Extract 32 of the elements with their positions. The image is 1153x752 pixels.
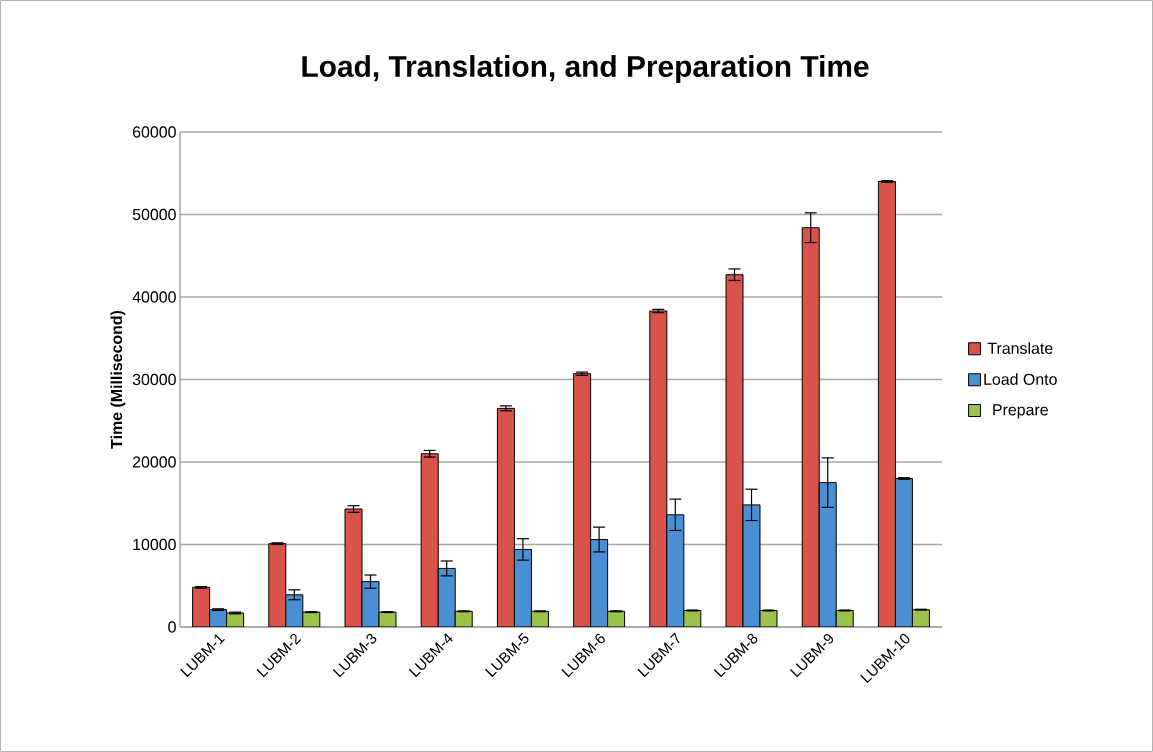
legend-label: Translate bbox=[987, 342, 1053, 354]
bar bbox=[268, 543, 287, 627]
y-tick-label: 0 bbox=[168, 621, 176, 633]
bar bbox=[573, 373, 592, 627]
legend-label: Load Onto bbox=[984, 373, 1057, 385]
bar bbox=[496, 407, 515, 627]
bar bbox=[742, 504, 761, 627]
bar bbox=[192, 586, 211, 627]
bar bbox=[725, 274, 744, 627]
bar bbox=[666, 514, 685, 627]
bar bbox=[877, 180, 896, 627]
bar bbox=[344, 508, 363, 627]
bar bbox=[649, 310, 668, 627]
bar bbox=[209, 609, 228, 627]
bar bbox=[285, 594, 304, 627]
bar bbox=[818, 482, 837, 627]
legend-label: Prepare bbox=[993, 404, 1048, 419]
bar bbox=[420, 453, 439, 627]
bar bbox=[590, 539, 609, 627]
bar bbox=[437, 567, 456, 627]
bar bbox=[513, 548, 532, 627]
y-tick-label: 10000 bbox=[133, 538, 176, 551]
y-tick-label: 30000 bbox=[132, 373, 176, 386]
chart-title: Load, Translation, and Preparation Time bbox=[302, 55, 869, 83]
y-axis-title: Time (Millisecond) bbox=[110, 310, 126, 449]
bar bbox=[894, 477, 913, 627]
y-tick-label: 20000 bbox=[132, 456, 176, 468]
bar bbox=[361, 581, 380, 627]
y-tick-label: 60000 bbox=[132, 126, 176, 138]
bar bbox=[801, 227, 820, 627]
y-tick-label: 40000 bbox=[132, 291, 176, 303]
y-tick-label: 50000 bbox=[132, 208, 176, 221]
